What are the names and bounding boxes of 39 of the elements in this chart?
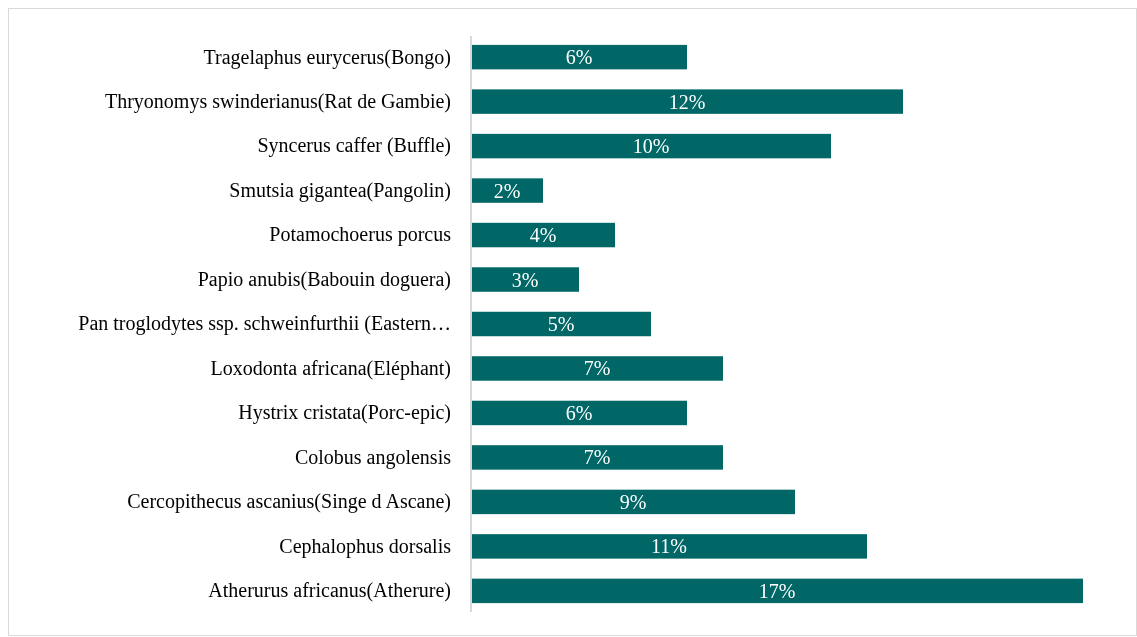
bar	[471, 133, 831, 159]
data-label: 6%	[565, 401, 593, 424]
y-tick-label: Atherurus africanus(Atherure)	[208, 579, 451, 603]
data-label: 6%	[565, 46, 593, 69]
y-tick-label: Potamochoerus porcus	[269, 223, 452, 247]
data-label: 2%	[493, 179, 521, 202]
y-tick-label: Cercopithecus ascanius(Singe d Ascane)	[127, 490, 451, 514]
bar	[471, 445, 723, 470]
y-tick-label: Papio anubis(Babouin doguera)	[197, 267, 451, 291]
bar	[471, 267, 579, 292]
bar	[471, 222, 615, 248]
y-tick-label: Hystrix cristata(Porc-epic)	[238, 401, 451, 425]
data-label: 9%	[619, 490, 647, 513]
y-tick-label: Tragelaphus eurycerus(Bongo)	[203, 45, 451, 69]
y-tick-label: Cephalophus dorsalis	[279, 534, 452, 558]
y-tick-label: Syncerus caffer (Buffle)	[257, 134, 451, 158]
y-tick-label: Thryonomys swinderianus(Rat de Gambie)	[104, 90, 451, 114]
data-label: 12%	[668, 90, 706, 113]
data-label: 17%	[758, 579, 796, 602]
bar	[471, 578, 1083, 604]
data-label: 4%	[529, 224, 557, 247]
data-label: 10%	[632, 135, 670, 158]
bar	[471, 44, 687, 70]
data-label: 7%	[583, 446, 611, 469]
data-label: 5%	[547, 313, 575, 335]
data-label: 11%	[651, 535, 687, 558]
bar	[471, 178, 543, 203]
bar	[471, 356, 723, 381]
data-label: 3%	[511, 268, 539, 291]
bar	[471, 311, 651, 337]
y-tick-label: Smutsia gigantea(Pangolin)	[229, 178, 451, 202]
bar	[471, 89, 903, 114]
bar	[471, 400, 687, 426]
bar	[471, 534, 867, 559]
bar	[471, 489, 795, 515]
data-label: 7%	[583, 357, 611, 380]
y-tick-label: Loxodonta africana(Eléphant)	[210, 356, 451, 380]
y-tick-label: Pan troglodytes ssp. schweinfurthii (Eastern…	[78, 312, 451, 336]
y-tick-label: Colobus angolensis	[294, 445, 452, 469]
